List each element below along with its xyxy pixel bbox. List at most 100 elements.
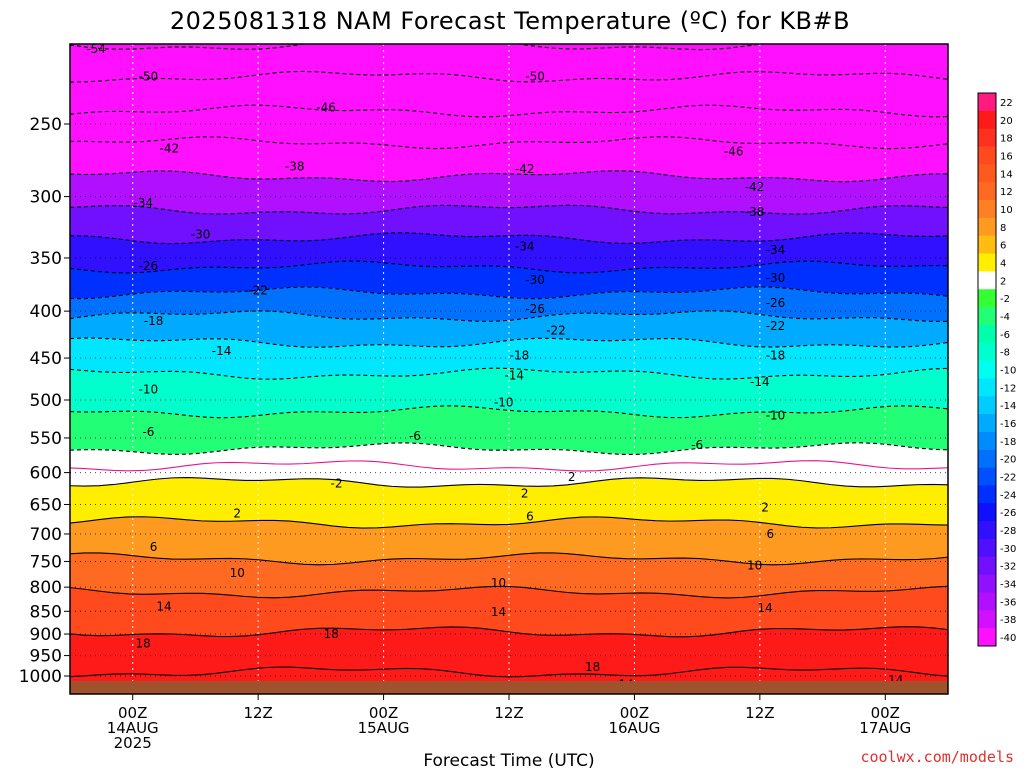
contour-label: -26 xyxy=(525,302,545,316)
contour-label: -6 xyxy=(691,438,703,452)
contour-label: -42 xyxy=(745,180,765,194)
colorbar-label: -10 xyxy=(1000,366,1016,377)
colorbar-swatch xyxy=(978,289,996,308)
contour-line xyxy=(70,460,948,472)
colorbar-swatch xyxy=(978,610,996,629)
contour-label: -30 xyxy=(525,273,545,287)
credit-text[interactable]: coolwx.com/models xyxy=(860,748,1014,766)
x-tick-label: 2025 xyxy=(114,734,152,752)
colorbar-label: 12 xyxy=(1000,187,1013,198)
contour-label: -6 xyxy=(142,425,154,439)
x-axis-label: Forecast Time (UTC) xyxy=(423,751,594,768)
contour-label: 10 xyxy=(747,559,762,573)
colorbar-label: -36 xyxy=(1000,597,1016,608)
contour-label: -14 xyxy=(504,368,524,382)
colorbar-frame xyxy=(977,92,997,647)
contour-line xyxy=(70,552,948,566)
colorbar-swatch xyxy=(978,146,996,165)
y-axis: 250 300 350 400 450 500 550 600 650 700 750 800 850 9… xyxy=(19,115,70,687)
y-tick-label: 300 xyxy=(30,188,62,208)
colorbar-label: 22 xyxy=(1000,98,1013,109)
colorbar-label: -32 xyxy=(1000,562,1016,573)
grid-lines xyxy=(70,44,948,694)
contour-label: -34 xyxy=(515,239,535,253)
contour-line xyxy=(70,516,948,529)
plot-area: -54 -50 -50 -46 -46 -42 -42 -42 -38 -38 -34 -34 -34 -… xyxy=(70,44,948,709)
temperature-bands xyxy=(70,44,948,694)
contour-label: -38 xyxy=(745,205,765,219)
colorbar-swatch xyxy=(978,217,996,237)
colorbar-label: -20 xyxy=(1000,455,1016,466)
contour-label: -22 xyxy=(546,324,566,338)
contour-label: 14 xyxy=(491,605,506,619)
colorbar-swatch xyxy=(978,521,996,540)
x-tick-label: 00Z xyxy=(871,704,900,722)
colorbar-label: 4 xyxy=(1000,258,1006,269)
colorbar-swatch xyxy=(978,324,996,344)
x-tick-label: 14AUG xyxy=(107,719,159,737)
colorbar: 22 20 18 16 14 12 10 8 6 4 2 -2 -4 -6 -8 -10 -12 -14 -16 -1… xyxy=(977,92,1016,647)
contour-label: 2 xyxy=(761,501,769,515)
contour-label: -30 xyxy=(191,228,211,242)
contour-label: -26 xyxy=(139,259,159,273)
contour-label: 2 xyxy=(233,507,241,521)
x-tick-label: 16AUG xyxy=(608,719,660,737)
y-tick-label: 350 xyxy=(30,249,62,269)
colorbar-label: -2 xyxy=(1000,294,1010,305)
colorbar-swatch xyxy=(978,378,996,397)
colorbar-swatch xyxy=(978,110,996,130)
x-tick-label: 00Z xyxy=(369,704,398,722)
y-tick-label: 850 xyxy=(30,602,62,622)
y-tick-label: 800 xyxy=(30,578,62,598)
contour-label: 14 xyxy=(757,601,772,615)
contour-label: -14 xyxy=(750,375,770,389)
contour-labels: -54 -50 -50 -46 -46 -42 -42 -42 -38 -38 -34 -34 -34 -… xyxy=(86,44,903,709)
y-tick-label: 400 xyxy=(30,302,62,322)
colorbar-swatch xyxy=(978,200,996,219)
terrain-ground xyxy=(70,681,948,694)
colorbar-label: -12 xyxy=(1000,383,1016,394)
colorbar-swatch xyxy=(978,253,996,272)
colorbar-swatch xyxy=(978,93,996,112)
y-tick-label: 1000 xyxy=(19,667,62,687)
y-tick-label: 250 xyxy=(30,115,62,135)
contour-label: -14 xyxy=(212,344,232,358)
contour-label: 22 xyxy=(224,695,239,709)
contour-label: -38 xyxy=(285,159,305,173)
contour-label: -26 xyxy=(766,296,786,310)
contour-label: -2 xyxy=(331,477,343,491)
contour-label: -34 xyxy=(766,243,786,257)
colorbar-label: -34 xyxy=(1000,580,1016,591)
colorbar-swatch xyxy=(978,485,996,504)
colorbar-swatch xyxy=(978,360,996,379)
colorbar-swatch xyxy=(978,128,996,148)
colorbar-swatch xyxy=(978,431,996,451)
contour-label: -18 xyxy=(144,314,164,328)
colorbar-label: -18 xyxy=(1000,437,1016,448)
contour-label: 18 xyxy=(585,660,600,674)
colorbar-swatch xyxy=(978,538,996,558)
colorbar-label: 6 xyxy=(1000,241,1006,252)
colorbar-label: -6 xyxy=(1000,330,1010,341)
colorbar-swatch xyxy=(978,556,996,576)
y-tick-label: 550 xyxy=(30,429,62,449)
colorbar-label: 20 xyxy=(1000,116,1013,127)
colorbar-label: 2 xyxy=(1000,276,1006,287)
contour-label: -46 xyxy=(724,145,744,159)
contour-line xyxy=(70,477,948,488)
x-tick-label: 12Z xyxy=(494,704,523,722)
x-tick-label: 00Z xyxy=(620,704,649,722)
contour-label: 10 xyxy=(230,566,245,580)
contour-label: 14 xyxy=(156,600,171,614)
contour-label: 10 xyxy=(491,576,506,590)
x-tick-label: 12Z xyxy=(243,704,272,722)
contour-line xyxy=(70,585,948,599)
colorbar-label: -30 xyxy=(1000,544,1016,555)
colorbar-swatch xyxy=(978,342,996,362)
colorbar-label: 14 xyxy=(1000,169,1013,180)
contour-label: -34 xyxy=(133,196,153,210)
contour-label: -18 xyxy=(510,348,530,362)
contour-label: -18 xyxy=(766,348,786,362)
chart-title: 2025081318 NAM Forecast Temperature (ºC)… xyxy=(170,7,850,35)
